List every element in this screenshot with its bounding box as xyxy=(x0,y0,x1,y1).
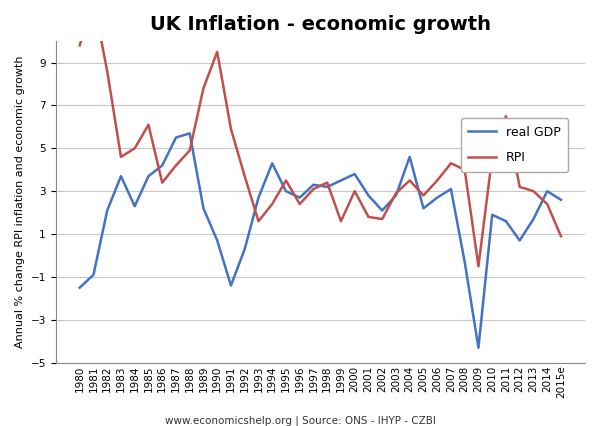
RPI xyxy=(530,189,537,194)
RPI xyxy=(214,49,221,55)
RPI xyxy=(90,0,97,3)
RPI xyxy=(145,122,152,127)
real GDP xyxy=(516,238,523,243)
real GDP xyxy=(76,285,83,290)
real GDP xyxy=(323,184,331,190)
real GDP xyxy=(448,187,455,192)
RPI xyxy=(283,178,290,183)
Line: real GDP: real GDP xyxy=(80,133,561,348)
Text: www.economicshelp.org | Source: ONS - IHYP - CZBI: www.economicshelp.org | Source: ONS - IH… xyxy=(164,416,436,426)
real GDP xyxy=(118,174,125,179)
real GDP xyxy=(530,216,537,222)
real GDP xyxy=(214,238,221,243)
real GDP xyxy=(365,193,372,198)
real GDP xyxy=(90,272,97,277)
real GDP xyxy=(488,212,496,217)
RPI xyxy=(406,178,413,183)
real GDP xyxy=(434,195,441,200)
RPI xyxy=(448,161,455,166)
real GDP xyxy=(337,178,344,183)
real GDP xyxy=(310,182,317,187)
real GDP xyxy=(283,189,290,194)
RPI xyxy=(200,86,207,91)
RPI xyxy=(392,191,400,196)
real GDP xyxy=(475,345,482,350)
Legend: real GDP, RPI: real GDP, RPI xyxy=(461,118,568,172)
real GDP xyxy=(158,163,166,168)
real GDP xyxy=(255,195,262,200)
RPI xyxy=(227,127,235,132)
RPI xyxy=(461,167,468,172)
RPI xyxy=(365,214,372,219)
real GDP xyxy=(186,131,193,136)
RPI xyxy=(131,146,139,151)
Title: UK Inflation - economic growth: UK Inflation - economic growth xyxy=(150,15,491,34)
RPI xyxy=(557,233,565,239)
real GDP xyxy=(406,154,413,159)
RPI xyxy=(379,216,386,222)
RPI xyxy=(420,193,427,198)
real GDP xyxy=(145,174,152,179)
RPI xyxy=(434,178,441,183)
real GDP xyxy=(392,193,400,198)
RPI xyxy=(76,43,83,48)
real GDP xyxy=(104,208,111,213)
RPI xyxy=(544,201,551,207)
RPI xyxy=(269,201,276,207)
RPI xyxy=(296,201,304,207)
RPI xyxy=(337,219,344,224)
RPI xyxy=(255,219,262,224)
real GDP xyxy=(461,259,468,265)
real GDP xyxy=(241,247,248,252)
RPI xyxy=(488,154,496,159)
real GDP xyxy=(502,219,509,224)
RPI xyxy=(475,264,482,269)
real GDP xyxy=(379,208,386,213)
real GDP xyxy=(420,206,427,211)
real GDP xyxy=(172,135,179,140)
Line: RPI: RPI xyxy=(80,0,561,266)
RPI xyxy=(186,148,193,153)
Y-axis label: Annual % change RPI inflation and economic growth: Annual % change RPI inflation and econom… xyxy=(15,56,25,348)
real GDP xyxy=(269,161,276,166)
RPI xyxy=(516,184,523,190)
real GDP xyxy=(296,195,304,200)
real GDP xyxy=(351,172,358,177)
real GDP xyxy=(557,197,565,202)
RPI xyxy=(158,180,166,185)
RPI xyxy=(104,69,111,74)
real GDP xyxy=(544,189,551,194)
RPI xyxy=(323,180,331,185)
RPI xyxy=(241,174,248,179)
real GDP xyxy=(200,206,207,211)
RPI xyxy=(351,189,358,194)
real GDP xyxy=(131,204,139,209)
RPI xyxy=(172,163,179,168)
real GDP xyxy=(227,283,235,288)
RPI xyxy=(310,187,317,192)
RPI xyxy=(502,114,509,119)
RPI xyxy=(118,154,125,159)
